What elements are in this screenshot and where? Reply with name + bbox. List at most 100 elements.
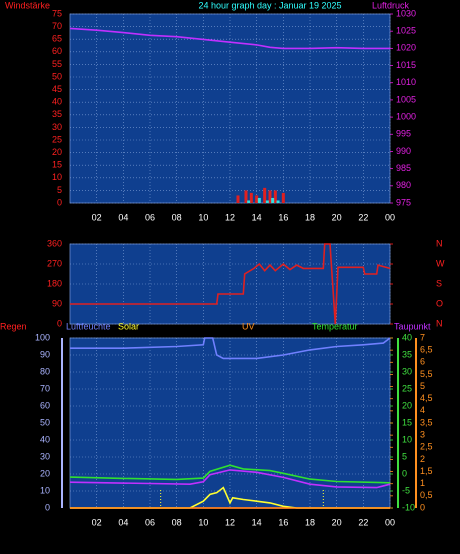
x-tick-label: 22: [358, 212, 368, 222]
y-tick-label: 35: [52, 109, 62, 119]
y3-tick-label: 4,5: [420, 393, 433, 403]
y-tick-label: 0: [57, 318, 62, 328]
x-tick-label: 14: [252, 517, 262, 527]
y2-tick-label: 1025: [396, 26, 416, 36]
y-tick-label: 60: [52, 46, 62, 56]
y-tick-label: 80: [40, 366, 50, 376]
bar: [244, 190, 248, 203]
y2-tick-label: 1005: [396, 94, 416, 104]
legend-entry: Solar: [118, 321, 139, 331]
y2-tick-label: 985: [396, 163, 411, 173]
y-tick-label: 70: [52, 21, 62, 31]
x-tick-label: 14: [252, 212, 262, 222]
y3-tick-label: 6: [420, 357, 425, 367]
bar: [263, 187, 267, 203]
x-tick-label: 20: [332, 517, 342, 527]
y2-tick-label: 995: [396, 129, 411, 139]
y-tick-label: 30: [52, 122, 62, 132]
y2-tick-label: 30: [402, 366, 412, 376]
y3-tick-label: 5,5: [420, 369, 433, 379]
legend-entry: Taupunkt: [394, 321, 431, 331]
x-tick-label: 16: [278, 517, 288, 527]
bar: [257, 197, 261, 203]
x-tick-label: 06: [145, 212, 155, 222]
y2-tick-label: -5: [402, 485, 410, 495]
y2-tick-label: -10: [402, 502, 415, 512]
y2-tick-label: 975: [396, 197, 411, 207]
y-tick-label: 90: [40, 349, 50, 359]
y-tick-label: 360: [47, 238, 62, 248]
plot-area: [69, 13, 391, 204]
x-tick-label: 18: [305, 212, 315, 222]
x-tick-label: 18: [305, 517, 315, 527]
y3-tick-label: 4: [420, 405, 425, 415]
y3-tick-label: 3: [420, 430, 425, 440]
y-axis-label: Windstärke: [5, 0, 50, 10]
series-line: [69, 27, 390, 50]
y-tick-label: 90: [52, 298, 62, 308]
series-line: [70, 486, 390, 509]
y-tick-label: 10: [40, 485, 50, 495]
x-tick-label: 08: [172, 517, 182, 527]
y2-tick-label: 1030: [396, 8, 416, 18]
y-tick-label: 25: [52, 134, 62, 144]
y2-tick-label: 1020: [396, 43, 416, 53]
bar: [236, 195, 240, 203]
y-tick-label: 0: [57, 197, 62, 207]
x-tick-label: 10: [198, 212, 208, 222]
y3-tick-label: 2: [420, 454, 425, 464]
x-tick-label: 20: [332, 212, 342, 222]
bar: [249, 192, 253, 203]
y2-tick-label: 0: [402, 468, 407, 478]
y-tick-label: 40: [52, 97, 62, 107]
y-tick-label: 50: [52, 71, 62, 81]
y-tick-label: 30: [40, 451, 50, 461]
y-tick-label: 5: [57, 185, 62, 195]
legend-entry: Regen: [0, 321, 27, 331]
series-line: [69, 469, 391, 489]
y3-tick-label: 0: [420, 502, 425, 512]
y-tick-label: 100: [35, 332, 50, 342]
y-tick-label: 20: [40, 468, 50, 478]
y2-tick-label: 5: [402, 451, 407, 461]
x-tick-label: 00: [385, 212, 395, 222]
legend-entry: UV: [242, 321, 255, 331]
y-tick-label: 0: [45, 502, 50, 512]
y3-tick-label: 7: [420, 332, 425, 342]
x-tick-label: 06: [145, 517, 155, 527]
y2-tick-label: S: [436, 278, 442, 288]
y-tick-label: 180: [47, 278, 62, 288]
y3-tick-label: 2,5: [420, 442, 433, 452]
y2-tick-label: 40: [402, 332, 412, 342]
y3-tick-label: 1,5: [420, 466, 433, 476]
bar: [247, 200, 251, 203]
y2-tick-label: 35: [402, 349, 412, 359]
x-tick-label: 22: [358, 517, 368, 527]
y2-tick-label: 1000: [396, 111, 416, 121]
y-tick-label: 15: [52, 160, 62, 170]
x-tick-label: 04: [118, 517, 128, 527]
series-line: [70, 337, 391, 360]
y3-tick-label: 6,5: [420, 345, 433, 355]
y-tick-label: 55: [52, 59, 62, 69]
y2-tick-label: 980: [396, 180, 411, 190]
legend-entry: Luftfeuchte: [66, 321, 111, 331]
y3-tick-label: 0,5: [420, 490, 433, 500]
series-line: [69, 464, 391, 484]
y2-axis-label: Luftdruck: [372, 0, 410, 10]
y2-tick-label: 10: [402, 434, 412, 444]
y2-tick-label: O: [436, 298, 443, 308]
x-tick-label: 08: [172, 212, 182, 222]
y2-tick-label: N: [436, 238, 443, 248]
y-tick-label: 20: [52, 147, 62, 157]
series-line: [70, 243, 391, 325]
x-tick-label: 02: [92, 212, 102, 222]
x-tick-label: 00: [385, 517, 395, 527]
y3-tick-label: 3,5: [420, 417, 433, 427]
y-tick-label: 60: [40, 400, 50, 410]
bar: [281, 192, 285, 203]
y2-tick-label: 25: [402, 383, 412, 393]
y3-tick-label: 5: [420, 381, 425, 391]
bar: [271, 197, 275, 203]
